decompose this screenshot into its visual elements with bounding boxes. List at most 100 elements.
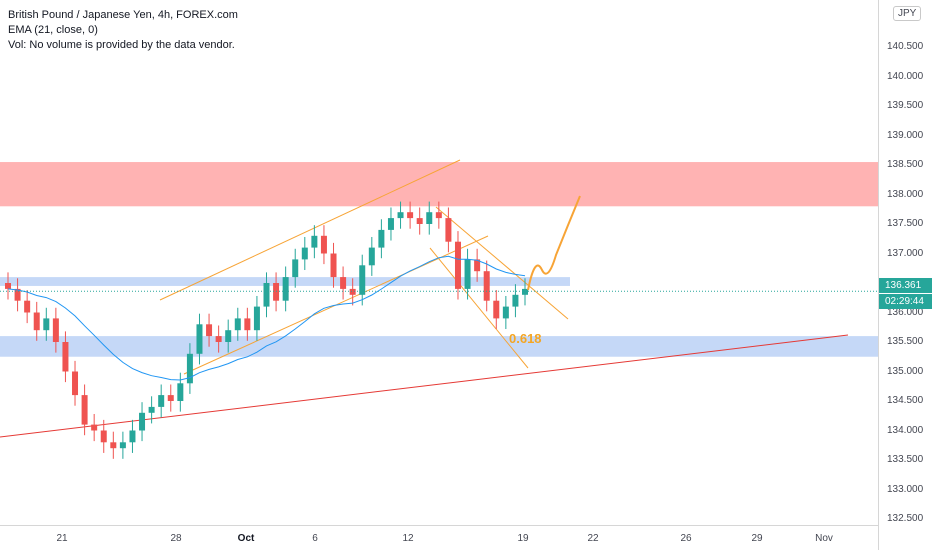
price-tick-label: 136.000 (887, 306, 924, 318)
symbol-title[interactable]: British Pound / Japanese Yen, 4h, FOREX.… (8, 9, 238, 21)
candle-body (483, 271, 490, 301)
candle-body (320, 235, 327, 254)
candle-body (292, 259, 299, 278)
candle-body (81, 395, 88, 425)
candle-body (311, 235, 318, 248)
price-tick-label: 135.000 (887, 365, 924, 377)
price-tick-label: 139.500 (887, 100, 924, 111)
candle-body (24, 300, 31, 313)
time-axis[interactable]: 21 28 Oct 6 12 19 22 26 29 Nov (0, 525, 878, 550)
candle-body (502, 306, 509, 319)
candle-body (43, 318, 50, 331)
price-tick-label: 139.000 (887, 129, 924, 141)
candle-body (167, 395, 174, 401)
candle-body (464, 259, 471, 289)
candle-body (148, 406, 155, 413)
candle-body (445, 218, 452, 242)
price-axis[interactable]: JPY 140.500 140.000 139.500 139.000 138.500 1… (878, 0, 932, 550)
candle-body (14, 288, 21, 301)
candle-body (407, 212, 414, 219)
time-tick-label: 22 (587, 533, 599, 544)
candle-body (273, 283, 280, 301)
chart-legend: British Pound / Japanese Yen, 4h, FOREX.… (8, 8, 238, 53)
candle-body (177, 383, 184, 401)
candle-body (435, 212, 442, 219)
candle-body (512, 294, 519, 307)
candle-body (129, 430, 136, 443)
candle-body (416, 218, 423, 224)
channel-line (159, 159, 461, 301)
candle-body (282, 277, 289, 301)
candle-body (244, 318, 251, 331)
candle-body (215, 336, 222, 342)
candle-body (397, 212, 404, 219)
time-tick-label: 26 (680, 533, 692, 544)
last-price-tag: 136.361 (879, 278, 932, 293)
time-tick-label: 21 (56, 533, 68, 544)
time-tick-label: 6 (312, 533, 318, 544)
candle-body (206, 324, 213, 337)
ema-line (7, 255, 526, 381)
candle-body (368, 247, 375, 266)
price-tick-label: 134.500 (887, 395, 924, 406)
ema-indicator-label[interactable]: EMA (21, close, 0) (8, 24, 98, 36)
channel-line (429, 247, 529, 369)
price-tick-label: 133.000 (887, 483, 924, 495)
resistance-zone (0, 162, 878, 207)
price-tick-label: 138.500 (887, 159, 924, 170)
candle-body (33, 312, 40, 331)
candle-body (378, 229, 385, 248)
projection-path (527, 195, 581, 291)
candle-body (340, 277, 347, 289)
support-zone-lower (0, 336, 878, 357)
price-tick-label: 134.000 (887, 424, 924, 436)
candle-body (5, 283, 11, 289)
candle-body (196, 324, 203, 354)
countdown-tag: 02:29:44 (879, 294, 932, 309)
price-tick-label: 140.000 (887, 70, 924, 82)
price-tick-label: 140.500 (887, 41, 924, 52)
candle-body (349, 288, 356, 295)
time-tick-label: 29 (751, 533, 763, 544)
time-tick-label: Oct (237, 533, 255, 544)
candle-body (263, 283, 270, 307)
candle-body (493, 300, 500, 319)
candle-body (225, 330, 232, 342)
candle-body (110, 442, 117, 449)
candle-body (387, 218, 394, 230)
time-tick-label: 19 (517, 533, 529, 544)
price-tick-label: 133.500 (887, 454, 924, 465)
price-tick-label: 137.500 (887, 218, 924, 229)
candle-body (119, 442, 126, 449)
candle-body (474, 259, 481, 272)
candle-body (359, 265, 366, 295)
time-tick-label: Nov (815, 533, 833, 544)
candle-body (426, 212, 433, 224)
candle-body (234, 318, 241, 331)
candle-body (301, 247, 308, 260)
candle-body (91, 424, 98, 431)
volume-indicator-label[interactable]: Vol: No volume is provided by the data v… (8, 39, 235, 51)
candle-body (522, 288, 528, 295)
price-tick-label: 135.500 (887, 336, 924, 347)
price-tick-label: 132.500 (887, 513, 924, 524)
candle-body (158, 395, 165, 407)
candle-body (62, 342, 69, 372)
time-tick-label: 12 (402, 533, 414, 544)
candle-body (72, 371, 79, 396)
candle-body (330, 253, 337, 278)
candle-body (253, 306, 260, 331)
candle-body (186, 353, 193, 384)
channel-line (435, 206, 569, 320)
currency-button[interactable]: JPY (893, 6, 922, 21)
candle-body (52, 318, 59, 342)
fib-level-label: 0.618 (509, 331, 542, 346)
price-tick-label: 138.000 (887, 188, 924, 200)
candle-body (139, 412, 146, 431)
chart-area[interactable]: British Pound / Japanese Yen, 4h, FOREX.… (0, 0, 878, 525)
price-tick-label: 137.000 (887, 247, 924, 259)
time-tick-label: 28 (170, 533, 182, 544)
price-chart[interactable] (0, 0, 878, 525)
candle-body (100, 430, 107, 443)
candle-body (454, 241, 461, 289)
